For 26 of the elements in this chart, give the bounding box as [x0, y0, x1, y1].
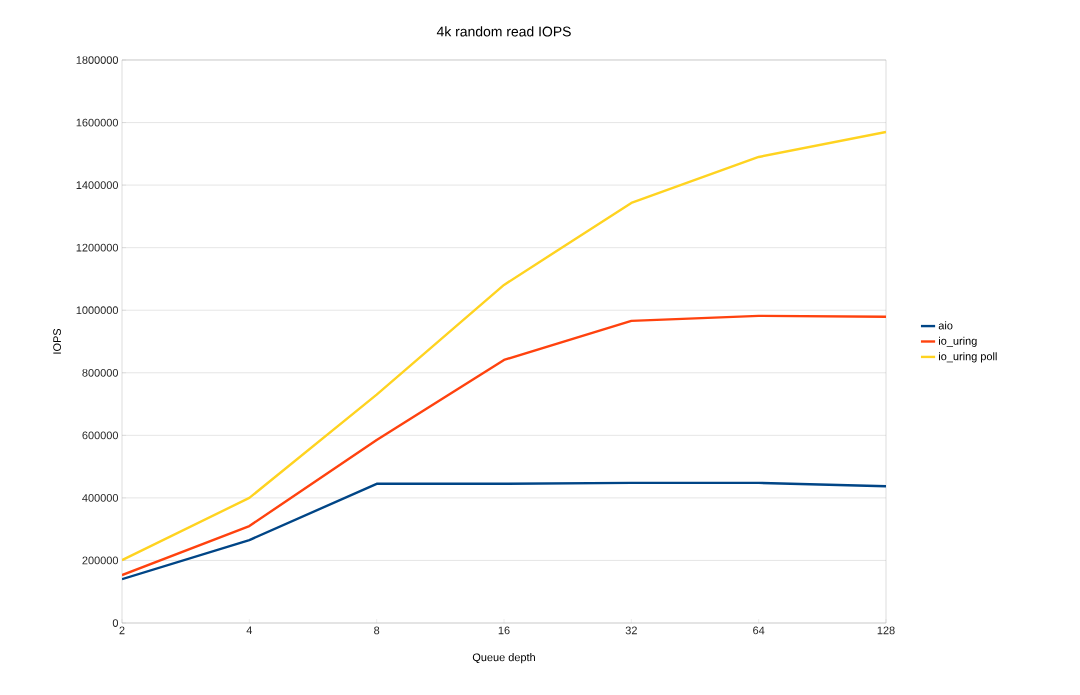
y-tick-label: 800000 [82, 368, 119, 377]
y-tick-label: 1200000 [76, 243, 119, 252]
x-tick-label: 128 [877, 626, 895, 635]
chart-title: 4k random read IOPS [436, 26, 571, 37]
line-series [122, 481, 887, 581]
y-tick-label: 1400000 [76, 181, 119, 189]
x-tick-label: 2 [119, 626, 125, 635]
x-tick-label: 64 [753, 626, 765, 635]
y-tick-label: 600000 [82, 431, 119, 440]
x-tick-label: 32 [625, 626, 637, 635]
y-axis-title: IOPS [53, 328, 61, 354]
y-tick-label: 1000000 [76, 306, 119, 315]
legend-label: aio [938, 321, 953, 330]
y-tick-label: 0 [112, 619, 119, 627]
x-tick-label: 16 [498, 626, 510, 635]
x-tick-label: 8 [374, 626, 380, 635]
line-series [122, 314, 887, 577]
y-tick-label: 1800000 [76, 56, 119, 64]
line-series [122, 130, 887, 562]
x-axis-title: Queue depth [472, 653, 535, 664]
legend-label: io_uring [939, 336, 977, 347]
y-tick-label: 1600000 [76, 118, 119, 127]
x-tick-label: 4 [246, 626, 253, 635]
y-tick-label: 400000 [82, 494, 119, 502]
y-tick-label: 200000 [82, 556, 119, 565]
legend-label: io_uring poll [939, 352, 997, 363]
